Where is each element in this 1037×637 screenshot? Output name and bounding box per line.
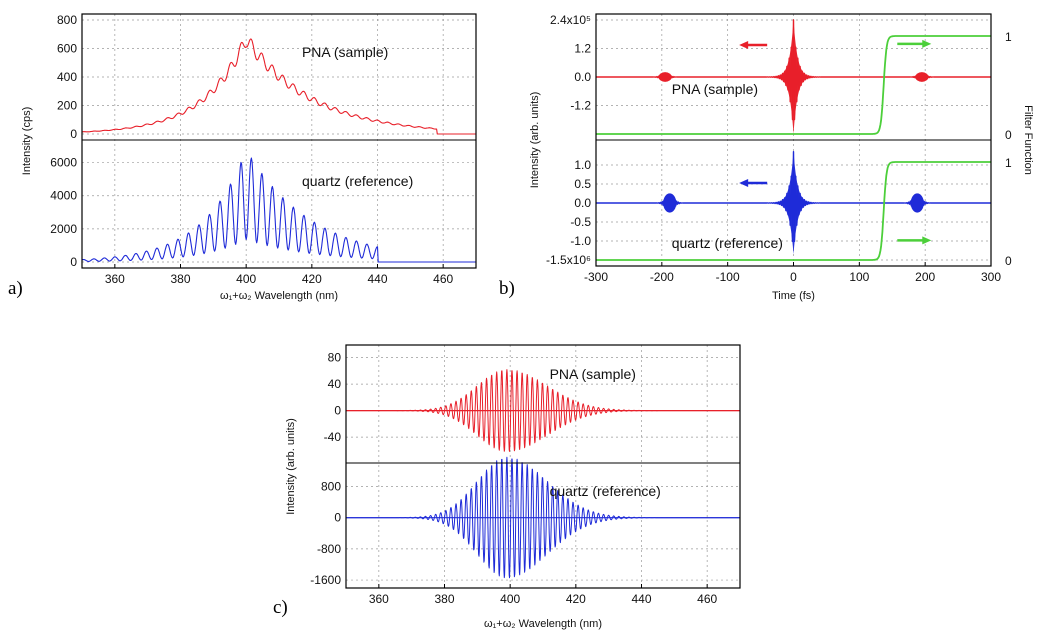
y-tick-label: 40 [328,377,342,391]
y-tick-label: 80 [328,351,342,365]
filter-function-line [595,161,992,261]
panel-label-a: a) [8,278,23,299]
x-tick-label: -300 [584,270,608,284]
series-line-quartz [81,157,476,263]
y-axis-label: Intensity (arb. units) [285,418,297,515]
x-tick-label: 460 [697,592,717,606]
series-line-pna [81,38,476,135]
axis-arrow-left-head [739,41,749,49]
y-tick-label: 800 [321,480,341,494]
y-tick-label: 0 [334,404,341,418]
side-peak-mark [915,72,929,82]
x-tick-label: 380 [170,272,190,286]
x-tick-label: 420 [302,272,322,286]
panel-b: -1.2 0.0 1.2 2.4x10⁵ 0 1 PNA (sample) -1.5x10⁶ -… [499,13,1034,302]
right-tick-label: 1 [1005,156,1012,170]
series-envelope-quartz [767,151,820,255]
x-tick-label: 460 [433,272,453,286]
annotation-pna: PNA (sample) [302,44,388,60]
y-tick-label: 400 [57,70,77,84]
y-tick-label: 800 [57,13,77,27]
x-tick-label: 420 [566,592,586,606]
panel-label-b: b) [499,278,515,299]
plot-frame [345,344,741,589]
axis-arrow-right-head [922,236,932,245]
y-tick-label: -1.2 [570,99,591,113]
y-tick-label: -0.5 [570,215,591,229]
side-peak-mark [658,72,672,82]
x-tick-label: 300 [981,270,1001,284]
y-tick-label: 600 [57,42,77,56]
y-tick-label: -1.5x10⁶ [546,253,591,267]
y-axis-label: Intensity (arb. units) [529,92,541,189]
x-tick-label: 400 [236,272,256,286]
y-axis-label: Intensity (cps) [21,107,33,175]
y-tick-label: -1.0 [570,234,591,248]
y-tick-label: 0 [334,511,341,525]
series-envelope-pna [767,20,820,134]
annotation-quartz: quartz (reference) [302,173,413,189]
x-tick-label: 440 [367,272,387,286]
y-tick-label: 0.0 [574,196,591,210]
x-tick-label: 360 [105,272,125,286]
y-tick-label: 0.5 [574,177,591,191]
right-tick-label: 0 [1005,128,1012,142]
annotation-quartz: quartz (reference) [550,483,661,499]
plot-frame [81,13,477,269]
y-tick-label: 0 [70,127,77,141]
side-peak-mark [663,193,677,213]
side-peak-mark [910,193,924,213]
x-tick-label: -100 [716,270,740,284]
y-axis-label-right: Filter Function [1022,105,1034,175]
filter-function-line [595,35,992,135]
y-tick-label: 200 [57,99,77,113]
x-tick-label: 380 [434,592,454,606]
y-tick-label: 0.0 [574,70,591,84]
annotation-quartz: quartz (reference) [672,235,783,251]
x-axis-label: Time (fs) [772,290,815,302]
y-tick-label: 1.0 [574,158,591,172]
y-tick-label: -800 [317,542,341,556]
panel-label-c: c) [273,597,288,618]
y-tick-label: -1600 [310,573,341,587]
y-tick-label: 6000 [50,156,77,170]
x-axis-label: ω₁+ω₂ Wavelength (nm) [220,290,338,302]
right-tick-label: 0 [1005,254,1012,268]
y-tick-label: 2.4x10⁵ [550,13,591,27]
y-tick-label: 0 [70,255,77,269]
panel-a: 0 200 400 600 800 PNA (sample) 0 2000 4000 6000 qu… [8,13,477,302]
y-tick-label: 4000 [50,189,77,203]
x-axis-label: ω₁+ω₂ Wavelength (nm) [484,618,602,630]
x-tick-label: 400 [500,592,520,606]
y-tick-label: 2000 [50,222,77,236]
y-tick-label: 1.2 [574,42,591,56]
y-tick-label: -40 [324,430,342,444]
axis-arrow-right-head [922,39,932,48]
x-tick-label: 360 [369,592,389,606]
annotation-pna: PNA (sample) [672,81,758,97]
panel-c: -40 0 40 80 PNA (sample) -1600 -800 0 800 quartz … [273,344,741,630]
x-tick-label: -200 [650,270,674,284]
axis-arrow-left-head [739,179,749,187]
x-tick-label: 100 [849,270,869,284]
annotation-pna: PNA (sample) [550,366,636,382]
x-tick-label: 440 [631,592,651,606]
x-tick-label: 0 [790,270,797,284]
x-tick-label: 200 [915,270,935,284]
right-tick-label: 1 [1005,30,1012,44]
